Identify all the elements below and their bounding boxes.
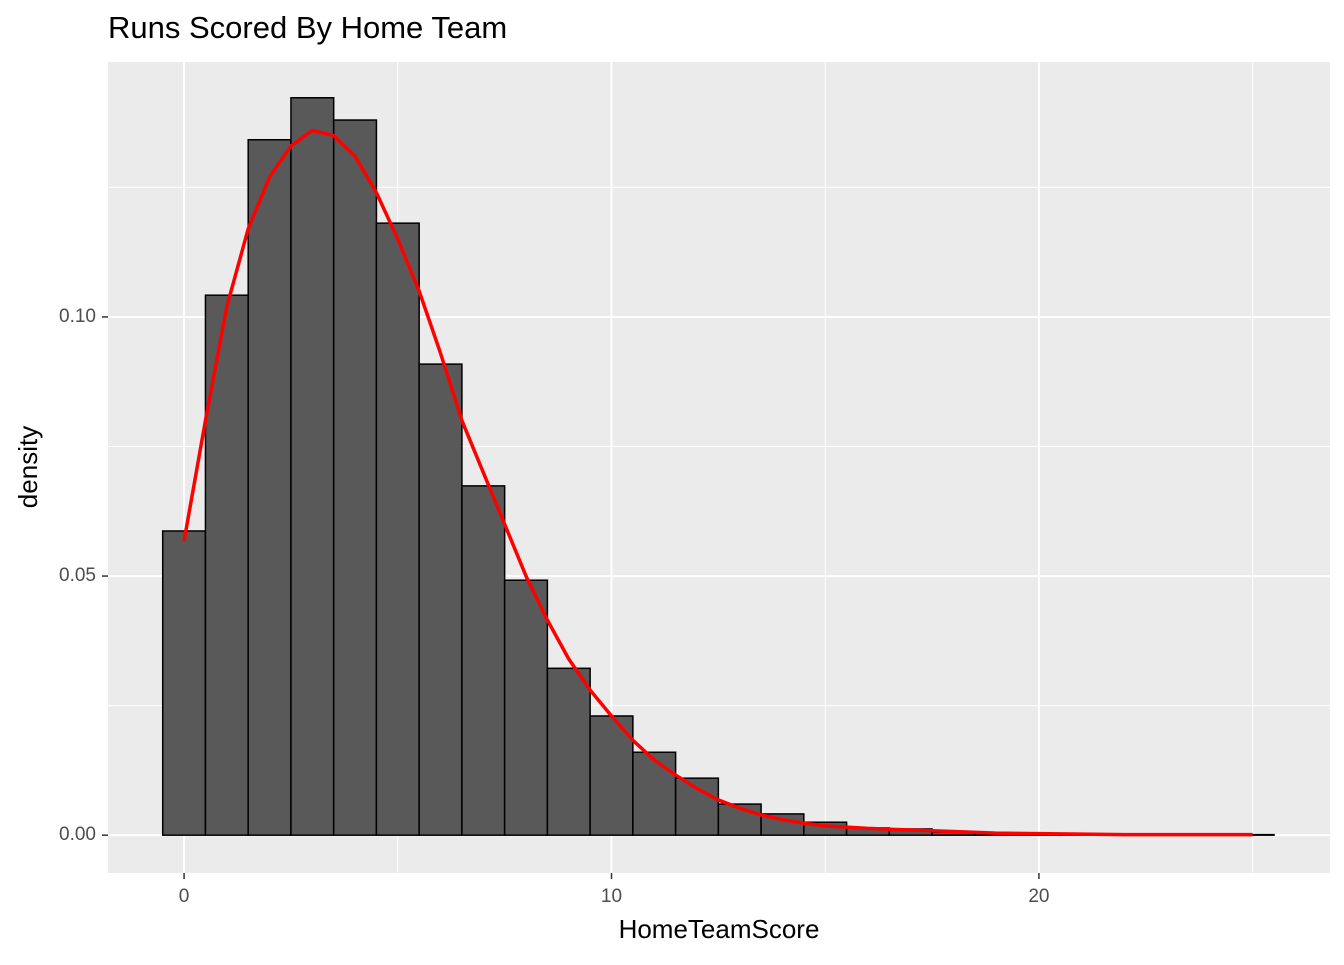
bar (204, 294, 249, 836)
y-axis-label: density (13, 426, 43, 508)
bar (290, 97, 335, 836)
density-line (182, 128, 1253, 837)
y-tick-label: 0.05 (59, 565, 96, 586)
x-axis-label: HomeTeamScore (619, 914, 820, 944)
y-tick-label: 0.10 (59, 306, 96, 327)
bar (503, 579, 549, 836)
chart-title: Runs Scored By Home Team (108, 10, 507, 45)
bar (247, 138, 292, 836)
bar (375, 222, 420, 836)
bar (632, 751, 677, 836)
x-tick-label: 20 (1028, 886, 1049, 907)
y-tick-label: 0.00 (59, 824, 96, 845)
bar (161, 530, 207, 836)
x-tick-label: 0 (179, 886, 190, 907)
bar (418, 363, 463, 836)
bar (461, 485, 506, 836)
bar (332, 119, 378, 836)
x-tick-label: 10 (601, 886, 622, 907)
bar (546, 667, 591, 836)
